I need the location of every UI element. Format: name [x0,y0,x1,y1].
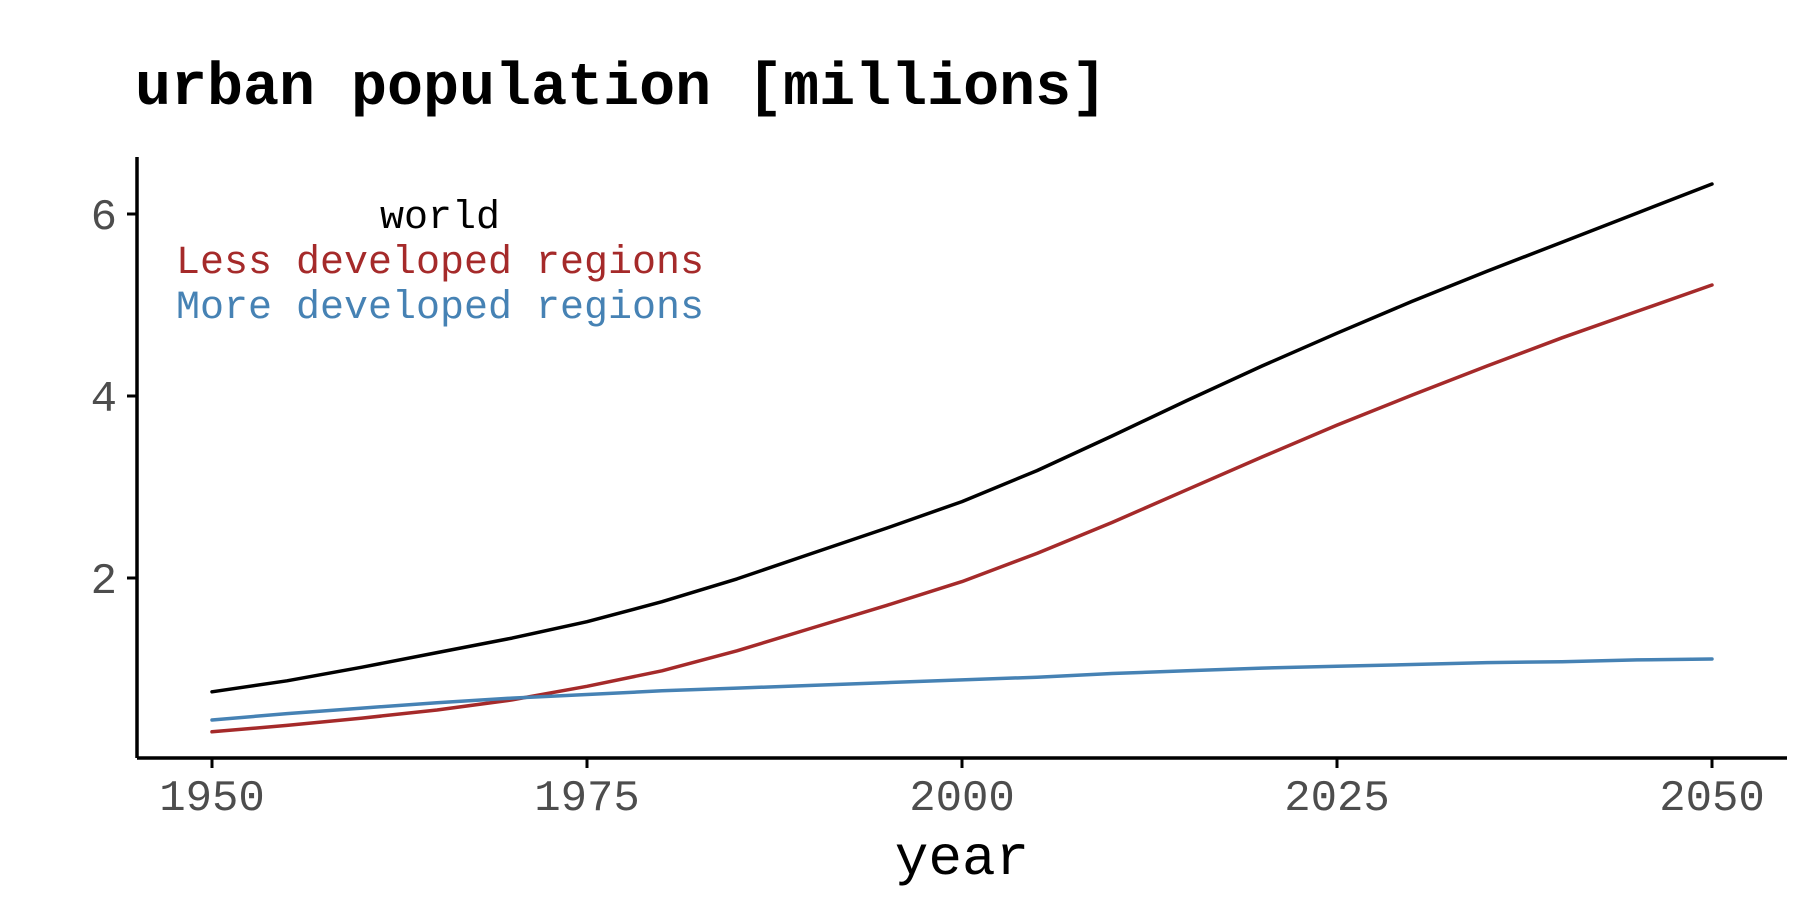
x-tick-label: 2025 [1284,774,1390,824]
chart-title: urban population [millions] [135,55,1107,123]
x-tick-label: 2000 [909,774,1015,824]
y-tick-label: 4 [91,375,117,425]
series-lines [210,182,1714,734]
y-tick-label: 6 [91,193,117,243]
series-label-0: world [380,196,500,241]
series-line-1 [210,283,1714,734]
y-ticks: 2 4 6 [91,193,137,607]
y-tick-label: 2 [91,557,117,607]
x-tick-label: 1975 [534,774,640,824]
x-tick-label: 2050 [1659,774,1765,824]
x-tick-label: 1950 [159,774,265,824]
series-label-2: More developed regions [176,286,704,331]
x-ticks: 1950 1975 2000 2025 2050 [159,758,1765,824]
x-axis-title: year [895,827,1029,891]
series-line-2 [210,657,1714,722]
series-label-1: Less developed regions [176,241,704,286]
series-line-0 [210,182,1714,694]
